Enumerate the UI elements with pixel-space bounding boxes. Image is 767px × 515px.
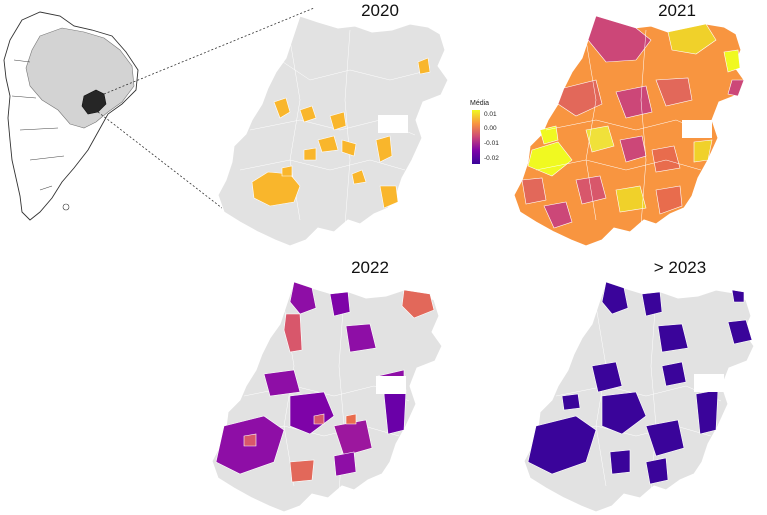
legend-tick-label: 0.01 (484, 111, 497, 118)
goias-highlight (81, 89, 107, 115)
map-panel-2023 (523, 281, 755, 513)
legend-colorbar (472, 110, 480, 164)
falkland-islands (62, 203, 70, 211)
brazil-region (25, 27, 135, 129)
panel-title-2020: 2020 (361, 1, 399, 20)
legend-tick-label: 0.00 (484, 125, 497, 132)
municipality-fill-2020 (251, 57, 431, 209)
legend-title: Média (470, 100, 490, 107)
zoom-line-bottom (97, 111, 223, 209)
legend-tick-label: -0.02 (484, 155, 499, 162)
locator-map (3, 7, 315, 221)
panel-title-2022: 2022 (351, 258, 389, 277)
municipality-fill-2023 (527, 281, 753, 485)
map-panel-2022 (211, 281, 443, 513)
white-patch (694, 374, 724, 392)
color-legend: Média 0.01 0.00 -0.01 -0.02 (470, 100, 516, 166)
panel-title-2023: > 2023 (653, 258, 707, 277)
white-patch (378, 115, 408, 133)
map-panel-2021 (513, 15, 745, 247)
white-patch (682, 120, 712, 138)
municipality-fill-2021 (521, 15, 745, 229)
map-panel-2020 (217, 15, 449, 247)
country-border (11, 59, 65, 191)
municipality-fill-2022 (215, 281, 435, 483)
zoom-line-top (103, 7, 315, 95)
legend-tick-label: -0.01 (484, 140, 499, 147)
panel-title-2021: 2021 (658, 1, 696, 20)
white-patch (376, 376, 406, 394)
